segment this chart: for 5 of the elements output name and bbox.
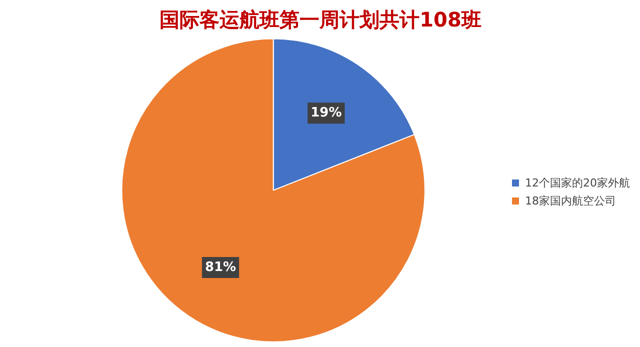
- chart-title: 国际客运航班第一周计划共计108班: [160, 8, 482, 32]
- data-label: 19%: [310, 106, 342, 121]
- legend-label: 18家国内航空公司: [525, 193, 616, 208]
- legend-label: 12个国家的20家外航: [525, 175, 630, 190]
- data-label: 81%: [204, 260, 236, 275]
